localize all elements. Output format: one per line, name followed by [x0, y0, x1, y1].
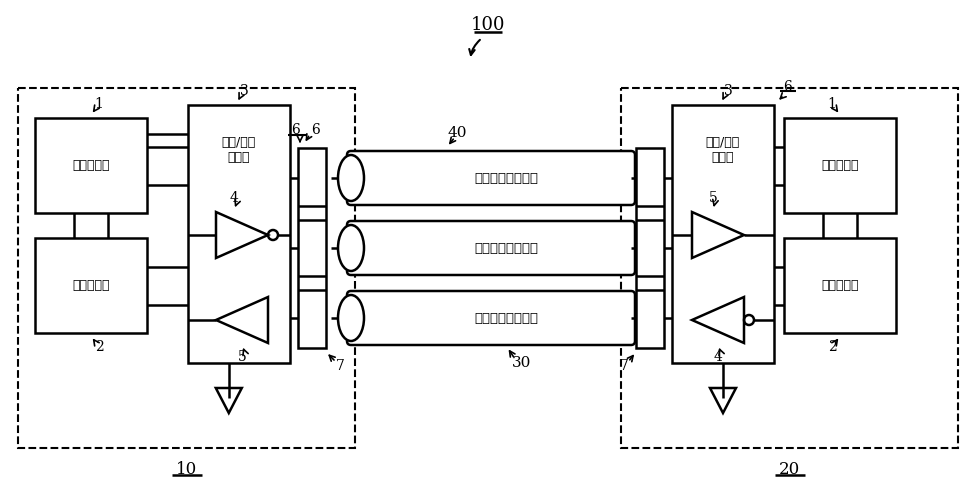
Text: 4: 4: [713, 350, 722, 364]
Text: 7: 7: [336, 359, 345, 373]
Bar: [18, 88, 355, 448]
Text: 10: 10: [176, 462, 197, 478]
Ellipse shape: [338, 225, 364, 271]
Bar: [298, 148, 326, 348]
Text: 1: 1: [828, 97, 836, 111]
Text: 5: 5: [237, 350, 246, 364]
Text: 3: 3: [240, 84, 248, 98]
Text: 2: 2: [95, 340, 103, 354]
Text: 6: 6: [784, 80, 793, 94]
Bar: [784, 238, 896, 333]
FancyBboxPatch shape: [347, 151, 635, 205]
Bar: [672, 105, 774, 363]
Text: 20: 20: [779, 462, 800, 478]
Text: 差分信号传输线路: 差分信号传输线路: [474, 312, 538, 324]
Bar: [35, 238, 147, 333]
FancyBboxPatch shape: [347, 291, 635, 345]
Text: 功能电路块: 功能电路块: [72, 279, 109, 292]
Text: 6: 6: [292, 123, 301, 137]
Text: 1: 1: [95, 97, 103, 111]
Bar: [621, 88, 958, 448]
Text: 30: 30: [512, 356, 532, 370]
Bar: [35, 118, 147, 213]
Text: 输入/输出
电路块: 输入/输出 电路块: [222, 136, 256, 164]
Text: 功能电路块: 功能电路块: [821, 279, 859, 292]
FancyBboxPatch shape: [347, 221, 635, 275]
Text: 2: 2: [828, 340, 836, 354]
Text: 4: 4: [229, 191, 238, 205]
Text: 100: 100: [470, 16, 506, 34]
Text: 3: 3: [723, 84, 732, 98]
Text: 5: 5: [709, 191, 717, 205]
Text: 6: 6: [311, 123, 320, 137]
Bar: [784, 118, 896, 213]
Text: 7: 7: [620, 359, 629, 373]
Ellipse shape: [338, 155, 364, 201]
Bar: [636, 148, 664, 348]
Text: 40: 40: [447, 126, 467, 140]
Text: 电源电路块: 电源电路块: [72, 159, 109, 172]
Text: 差分信号传输线路: 差分信号传输线路: [474, 242, 538, 254]
Ellipse shape: [338, 295, 364, 341]
Text: 输入/输出
电路块: 输入/输出 电路块: [706, 136, 740, 164]
Text: 电源电路块: 电源电路块: [821, 159, 859, 172]
Bar: [188, 105, 290, 363]
Text: 电源地对传输线路: 电源地对传输线路: [474, 172, 538, 184]
